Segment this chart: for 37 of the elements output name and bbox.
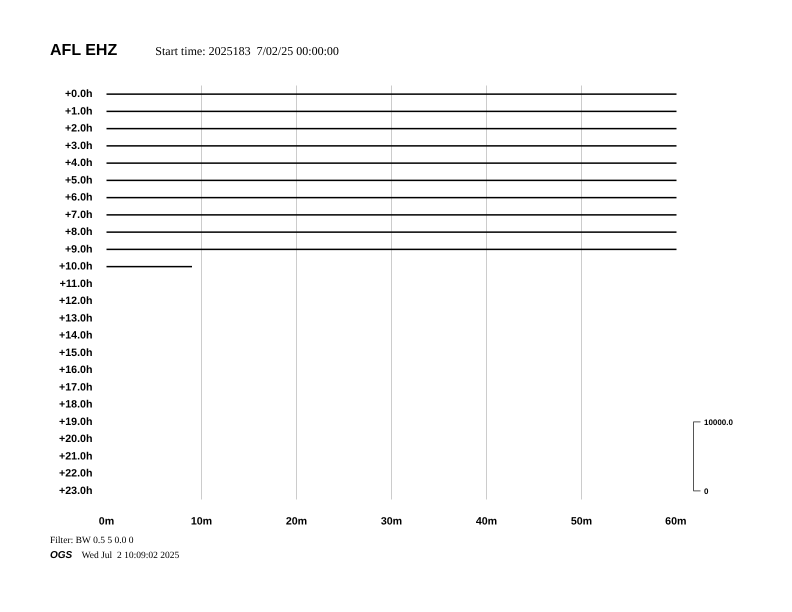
y-tick-label: +4.0h — [64, 157, 92, 170]
x-tick-label: 50m — [570, 516, 592, 528]
y-tick-label: +16.0h — [59, 364, 93, 376]
y-tick-label: +5.0h — [64, 174, 92, 186]
y-tick-label: +1.0h — [64, 105, 92, 118]
y-tick-label: +20.0h — [59, 433, 93, 446]
y-tick-label: +19.0h — [59, 416, 93, 428]
y-tick-label: +22.0h — [59, 468, 93, 480]
y-tick-label: +0.0h — [64, 88, 92, 100]
y-tick-label: +6.0h — [64, 192, 92, 204]
y-tick-label: +9.0h — [64, 243, 92, 256]
chart-title: AFL EHZ — [50, 42, 118, 59]
y-tick-label: +17.0h — [59, 381, 93, 394]
x-tick-label: 10m — [190, 516, 212, 528]
y-tick-label: +10.0h — [59, 260, 93, 273]
y-tick-label: +7.0h — [64, 208, 92, 221]
y-tick-label: +2.0h — [64, 122, 92, 135]
x-tick-label: 40m — [476, 516, 498, 528]
chart-subtitle: Start time: 2025183 7/02/25 00:00:00 — [155, 44, 339, 58]
text: 10000.0 — [704, 418, 734, 427]
y-tick-label: +3.0h — [64, 140, 92, 152]
x-tick-label: 60m — [665, 516, 686, 528]
text: Filter: BW 0.5 5 0.0 0 — [50, 535, 134, 548]
y-tick-label: +13.0h — [59, 312, 93, 324]
x-tick-label: 0m — [98, 516, 114, 528]
text: OGS Wed Jul 2 10:09:02 2025 — [50, 548, 180, 563]
y-tick-label: +23.0h — [59, 484, 93, 497]
x-tick-label: 30m — [380, 516, 402, 528]
y-tick-label: +12.0h — [59, 295, 93, 308]
y-tick-label: +15.0h — [59, 346, 93, 359]
x-tick-label: 20m — [286, 516, 308, 528]
y-tick-label: +11.0h — [60, 278, 93, 290]
text: 0 — [704, 486, 709, 496]
y-tick-label: +14.0h — [59, 330, 93, 342]
y-tick-label: +18.0h — [59, 398, 93, 411]
y-tick-label: +8.0h — [64, 226, 92, 238]
y-tick-label: +21.0h — [59, 450, 93, 462]
